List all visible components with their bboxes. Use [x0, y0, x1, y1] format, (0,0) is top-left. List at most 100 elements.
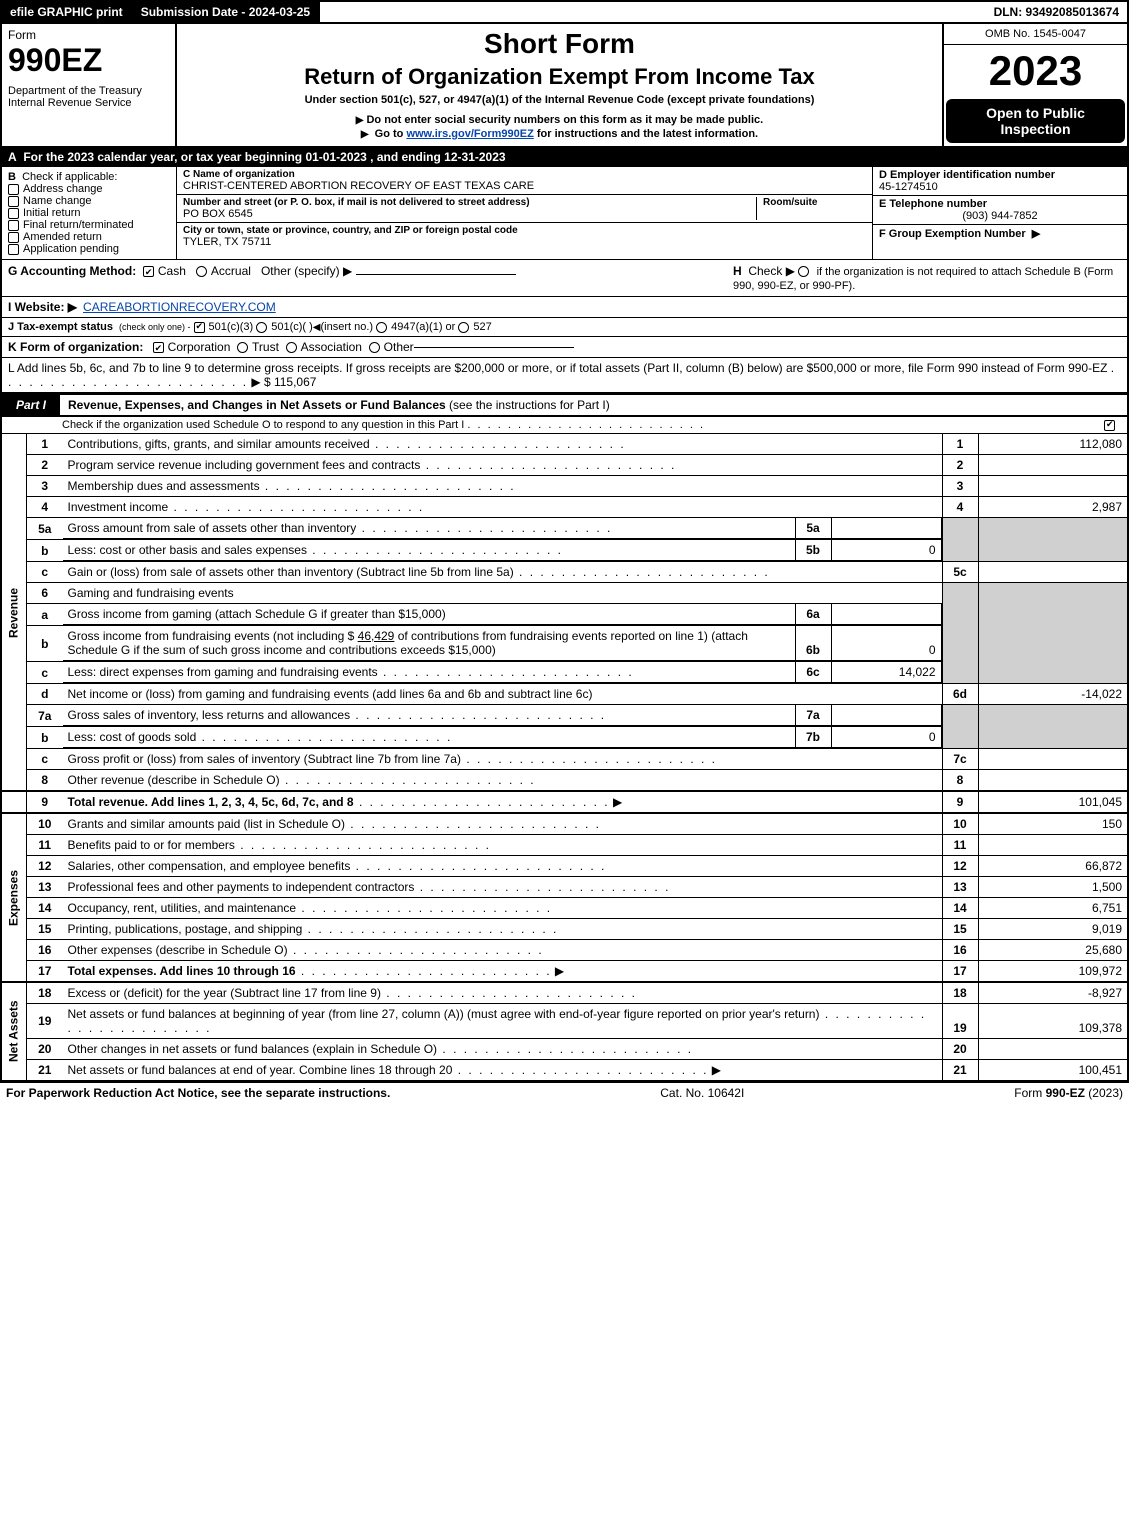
line-9: 9 Total revenue. Add lines 1, 2, 3, 4, 5…	[1, 791, 1128, 813]
val-1: 112,080	[978, 434, 1128, 455]
line-8: 8Other revenue (describe in Schedule O) …	[1, 770, 1128, 792]
org-name-label: C Name of organization	[183, 169, 866, 180]
line-3: 3Membership dues and assessments 3	[1, 476, 1128, 497]
part-i-table: Revenue 1 Contributions, gifts, grants, …	[0, 434, 1129, 1082]
line-11: 11Benefits paid to or for members11	[1, 835, 1128, 856]
form-label: Form	[8, 28, 169, 42]
section-l: L Add lines 5b, 6c, and 7b to line 9 to …	[0, 358, 1129, 393]
section-i: I Website: ▶ CAREABORTIONRECOVERY.COM	[0, 297, 1129, 318]
tax-year: 2023	[944, 45, 1127, 97]
line-21: 21Net assets or fund balances at end of …	[1, 1060, 1128, 1082]
line-13: 13Professional fees and other payments t…	[1, 877, 1128, 898]
section-g: G Accounting Method: Cash Accrual Other …	[2, 260, 727, 296]
expenses-label: Expenses	[1, 813, 27, 982]
section-j: J Tax-exempt status (check only one) - 5…	[0, 318, 1129, 337]
check-4947[interactable]	[376, 322, 387, 333]
bcdef-block: B Check if applicable: Address change Na…	[0, 167, 1129, 260]
line-7a: 7a Gross sales of inventory, less return…	[1, 705, 1128, 727]
line-19: 19Net assets or fund balances at beginni…	[1, 1004, 1128, 1039]
revenue-label: Revenue	[1, 434, 27, 791]
street: PO BOX 6545	[183, 208, 756, 220]
line-16: 16Other expenses (describe in Schedule O…	[1, 940, 1128, 961]
line-a: A For the 2023 calendar year, or tax yea…	[0, 148, 1129, 167]
netassets-label: Net Assets	[1, 982, 27, 1081]
line-4: 4Investment income 42,987	[1, 497, 1128, 518]
line-5a: 5a Gross amount from sale of assets othe…	[1, 518, 1128, 540]
line-2: 2Program service revenue including gover…	[1, 455, 1128, 476]
line-6: 6Gaming and fundraising events	[1, 583, 1128, 604]
check-assoc[interactable]	[286, 342, 297, 353]
line-17: 17Total expenses. Add lines 10 through 1…	[1, 961, 1128, 983]
check-527[interactable]	[458, 322, 469, 333]
part-i-header: Part I Revenue, Expenses, and Changes in…	[0, 393, 1129, 417]
section-c: C Name of organization CHRIST-CENTERED A…	[177, 167, 872, 259]
part-i-check: Check if the organization used Schedule …	[0, 417, 1129, 434]
city: TYLER, TX 75711	[183, 236, 866, 248]
line-5c: cGain or (loss) from sale of assets othe…	[1, 562, 1128, 583]
phone-label: E Telephone number	[879, 198, 987, 210]
line-1: Revenue 1 Contributions, gifts, grants, …	[1, 434, 1128, 455]
footer-left: For Paperwork Reduction Act Notice, see …	[6, 1086, 390, 1100]
check-accrual[interactable]	[196, 266, 207, 277]
check-address-change[interactable]	[8, 184, 19, 195]
check-application-pending[interactable]	[8, 244, 19, 255]
form-id-block: Form 990EZ Department of the Treasury In…	[2, 24, 177, 146]
no-ssn-notice: Do not enter social security numbers on …	[185, 114, 934, 126]
line-6d: dNet income or (loss) from gaming and fu…	[1, 684, 1128, 705]
form-number: 990EZ	[8, 42, 169, 79]
irs: Internal Revenue Service	[8, 97, 169, 109]
website-link[interactable]: CAREABORTIONRECOVERY.COM	[83, 300, 276, 314]
line-14: 14Occupancy, rent, utilities, and mainte…	[1, 898, 1128, 919]
line-20: 20Other changes in net assets or fund ba…	[1, 1039, 1128, 1060]
line-15: 15Printing, publications, postage, and s…	[1, 919, 1128, 940]
city-label: City or town, state or province, country…	[183, 225, 866, 236]
gross-receipts: $ 115,067	[264, 375, 317, 389]
ein-label: D Employer identification number	[879, 169, 1055, 181]
dept-treasury: Department of the Treasury	[8, 85, 169, 97]
check-final-return[interactable]	[8, 220, 19, 231]
check-other-org[interactable]	[369, 342, 380, 353]
check-h[interactable]	[798, 266, 809, 277]
part-i-title: Revenue, Expenses, and Changes in Net As…	[60, 395, 1127, 415]
efile-topbar: efile GRAPHIC print Submission Date - 20…	[0, 0, 1129, 24]
section-k: K Form of organization: Corporation Trus…	[0, 337, 1129, 358]
check-corp[interactable]	[153, 342, 164, 353]
title-block: Short Form Return of Organization Exempt…	[177, 24, 942, 146]
gh-row: G Accounting Method: Cash Accrual Other …	[0, 260, 1129, 297]
line-10: Expenses 10Grants and similar amounts pa…	[1, 813, 1128, 835]
section-def: D Employer identification number 45-1274…	[872, 167, 1127, 259]
line-18: Net Assets 18Excess or (deficit) for the…	[1, 982, 1128, 1004]
room-label: Room/suite	[763, 197, 866, 208]
check-initial-return[interactable]	[8, 208, 19, 219]
check-name-change[interactable]	[8, 196, 19, 207]
efile-label: efile GRAPHIC print	[2, 2, 133, 22]
open-to-public: Open to Public Inspection	[946, 99, 1125, 143]
check-trust[interactable]	[237, 342, 248, 353]
phone: (903) 944-7852	[879, 210, 1121, 222]
check-amended-return[interactable]	[8, 232, 19, 243]
form-header: Form 990EZ Department of the Treasury In…	[0, 24, 1129, 148]
check-501c[interactable]	[256, 322, 267, 333]
part-i-tab: Part I	[2, 395, 60, 415]
line-12: 12Salaries, other compensation, and empl…	[1, 856, 1128, 877]
section-h: H Check ▶ if the organization is not req…	[727, 260, 1127, 296]
return-title: Return of Organization Exempt From Incom…	[185, 64, 934, 90]
check-schedule-o[interactable]	[1104, 420, 1115, 431]
under-section: Under section 501(c), 527, or 4947(a)(1)…	[185, 94, 934, 106]
dln: DLN: 93492085013674	[320, 2, 1127, 22]
omb-number: OMB No. 1545-0047	[944, 24, 1127, 45]
short-form: Short Form	[185, 28, 934, 60]
check-cash[interactable]	[143, 266, 154, 277]
footer-right: Form 990-EZ (2023)	[1014, 1086, 1123, 1100]
submission-date: Submission Date - 2024-03-25	[133, 2, 320, 22]
street-label: Number and street (or P. O. box, if mail…	[183, 197, 756, 208]
irs-link[interactable]: www.irs.gov/Form990EZ	[406, 128, 533, 140]
section-b: B Check if applicable: Address change Na…	[2, 167, 177, 259]
check-501c3[interactable]	[194, 322, 205, 333]
org-name: CHRIST-CENTERED ABORTION RECOVERY OF EAS…	[183, 180, 866, 192]
ein: 45-1274510	[879, 181, 938, 193]
page-footer: For Paperwork Reduction Act Notice, see …	[0, 1082, 1129, 1103]
footer-catno: Cat. No. 10642I	[660, 1086, 744, 1100]
group-exempt-label: F Group Exemption Number ▶	[879, 228, 1043, 240]
right-block: OMB No. 1545-0047 2023 Open to Public In…	[942, 24, 1127, 146]
